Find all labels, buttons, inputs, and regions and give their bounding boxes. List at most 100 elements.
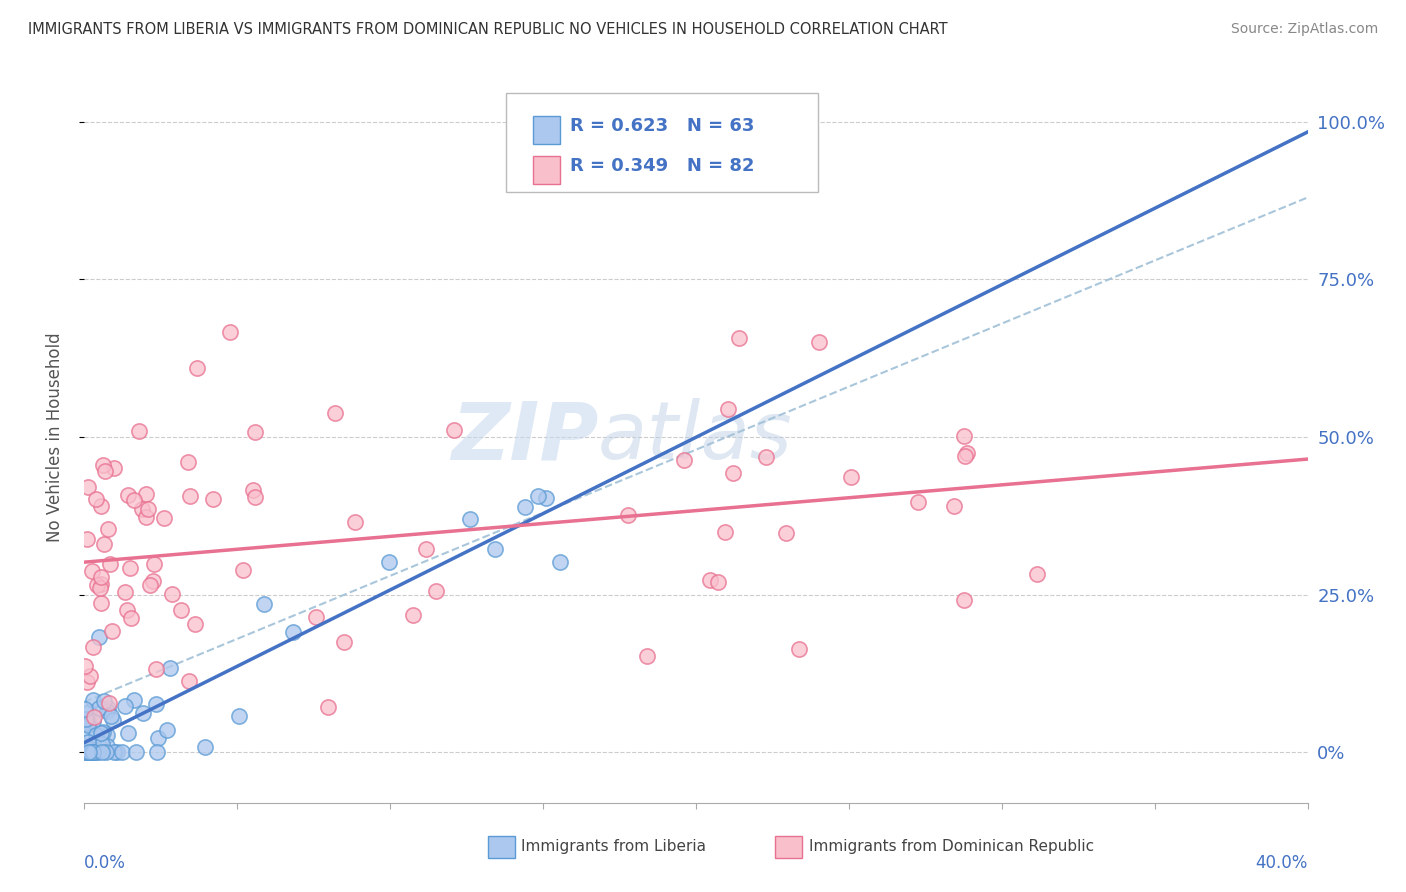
Point [1026,567,1049,582]
Point [775,525,797,540]
Point [75,712,97,726]
Point [460,511,482,525]
Point [617,508,640,522]
Bar [533,155,560,184]
Point [142,558,165,572]
Point [80,564,103,578]
FancyBboxPatch shape [506,94,818,192]
Point [77,706,100,720]
Point [243,490,266,504]
Text: Immigrants from Dominican Republic: Immigrants from Dominican Republic [808,839,1094,855]
Point [943,499,966,513]
Point [80,745,103,759]
Point [82,743,104,757]
Point [90,499,112,513]
Bar [776,836,803,858]
Text: 40.0%: 40.0% [1256,854,1308,872]
Point [953,593,976,607]
Text: R = 0.349   N = 82: R = 0.349 N = 82 [569,157,755,175]
Point [305,609,328,624]
Point [515,500,537,514]
Point [91,458,114,473]
Point [125,745,148,759]
Point [79,745,101,759]
Point [128,424,150,438]
Point [87,745,110,759]
Point [101,624,124,638]
Point [186,360,208,375]
Point [75,659,97,673]
Point [159,661,181,675]
Point [135,486,157,500]
Point [160,587,183,601]
Point [231,563,253,577]
Point [114,698,136,713]
Point [333,635,356,649]
Point [90,596,112,610]
Point [91,725,114,739]
Point [245,425,267,440]
Point [75,745,97,759]
Point [527,489,550,503]
Text: R = 0.623   N = 63: R = 0.623 N = 63 [569,118,755,136]
Point [82,714,104,728]
Point [103,745,125,759]
Point [101,713,124,727]
Point [727,330,749,344]
Point [91,745,114,759]
Text: Immigrants from Liberia: Immigrants from Liberia [522,839,706,855]
Point [956,446,979,460]
Text: Source: ZipAtlas.com: Source: ZipAtlas.com [1230,22,1378,37]
Point [84,728,107,742]
Point [120,611,142,625]
Point [316,699,339,714]
Point [100,708,122,723]
Point [707,575,730,590]
Point [636,648,658,663]
Point [82,745,104,759]
Point [755,450,778,465]
Point [548,555,571,569]
Point [103,461,125,475]
Bar [533,116,560,145]
Point [714,524,737,539]
Point [77,718,100,732]
Point [153,511,176,525]
Point [73,745,96,759]
Point [79,745,101,759]
Point [142,574,165,589]
Y-axis label: No Vehicles in Household: No Vehicles in Household [45,332,63,542]
Point [177,455,200,469]
Point [84,491,107,506]
Point [721,466,744,480]
Point [415,541,437,556]
Point [139,577,162,591]
Point [97,522,120,536]
Point [219,325,242,339]
Bar [488,836,515,858]
Point [135,510,157,524]
Point [179,489,201,503]
Point [90,726,112,740]
Point [77,724,100,739]
Point [201,492,224,507]
Point [77,714,100,729]
Point [75,701,97,715]
Point [93,537,115,551]
Point [807,334,830,349]
Point [97,697,120,711]
Point [105,745,128,759]
Point [131,501,153,516]
Point [484,542,506,557]
Text: IMMIGRANTS FROM LIBERIA VS IMMIGRANTS FROM DOMINICAN REPUBLIC NO VEHICLES IN HOU: IMMIGRANTS FROM LIBERIA VS IMMIGRANTS FR… [28,22,948,37]
Point [672,452,695,467]
Point [96,701,118,715]
Point [79,745,101,759]
Point [953,429,976,443]
Point [89,581,111,595]
Point [194,739,217,754]
Point [907,495,929,509]
Point [96,728,118,742]
Point [77,742,100,756]
Point [132,706,155,720]
